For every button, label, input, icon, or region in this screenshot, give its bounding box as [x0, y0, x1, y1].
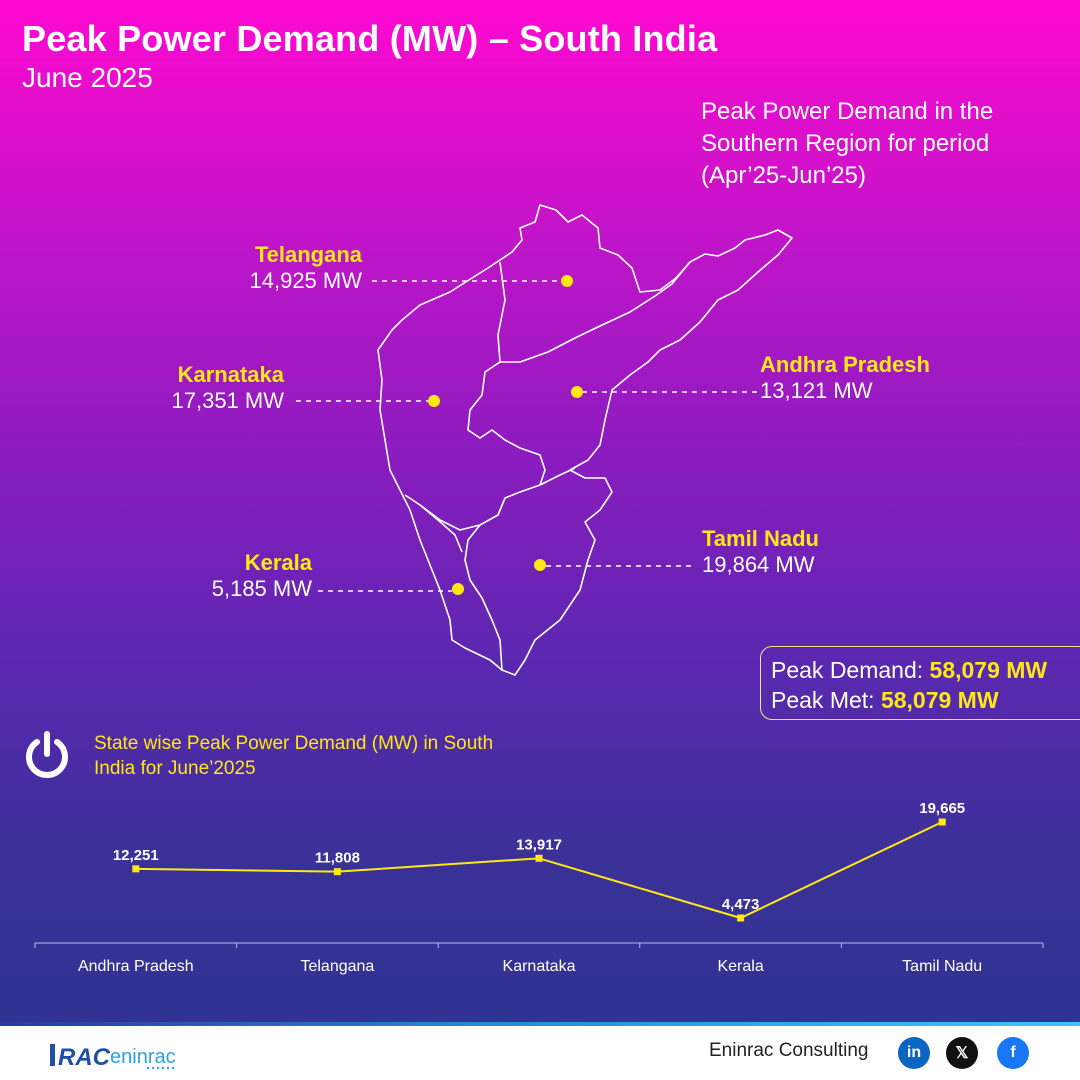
brand-logo: RAC eninrac [50, 1044, 176, 1070]
data-label: 4,473 [722, 896, 760, 913]
state-name: Telangana [254, 242, 362, 267]
x-tick-label: Kerala [717, 958, 763, 975]
state-label-telangana: Telangana 14,925 MW [250, 242, 363, 294]
state-label-kerala: Kerala 5,185 MW [212, 550, 312, 602]
data-label: 11,808 [315, 850, 360, 867]
karnataka-dot [428, 395, 440, 407]
chart-heading: State wise Peak Power Demand (MW) in Sou… [94, 733, 494, 779]
x-tick-label: Andhra Pradesh [78, 958, 194, 975]
south-india-map [0, 0, 1080, 1022]
line-chart: 12,251 Andhra Pradesh 11,808 Telangana 13,91… [34, 800, 1044, 975]
data-label: 19,665 [919, 800, 965, 817]
page-subtitle: June 2025 [22, 62, 153, 93]
svg-text:eninrac: eninrac [110, 1046, 176, 1068]
tamilnadu-boundary [464, 467, 576, 671]
page-title: Peak Power Demand (MW) – South India [22, 18, 718, 59]
data-point [938, 818, 946, 826]
telangana-dot [561, 275, 573, 287]
infographic-canvas: Peak Power Demand (MW) – South India Jun… [0, 0, 1080, 1022]
x-tick-label: Telangana [300, 958, 374, 975]
peak-met-label: Peak Met: [771, 687, 875, 713]
state-label-tamil-nadu: Tamil Nadu 19,864 MW [702, 526, 819, 578]
peak-met-line: Peak Met: 58,079 MW [771, 685, 1080, 715]
andhra-dot [571, 386, 583, 398]
state-name: Kerala [244, 550, 312, 575]
map-note: Peak Power Demand in the Southern Region… [701, 98, 994, 189]
state-value: 17,351 MW [171, 388, 285, 413]
power-icon [26, 731, 68, 778]
state-markers [428, 275, 583, 595]
state-value: 5,185 MW [211, 576, 312, 601]
data-point [333, 868, 341, 876]
map-outline [377, 204, 793, 676]
summary-box: Peak Demand: 58,079 MW Peak Met: 58,079 … [760, 646, 1080, 720]
footer: RAC eninrac Eninrac Consulting in 𝕏 f [0, 1026, 1080, 1080]
company-name: Eninrac Consulting [709, 1040, 869, 1061]
data-point [132, 865, 140, 873]
data-point [737, 914, 745, 922]
peak-met-value: 58,079 MW [880, 687, 999, 713]
linkedin-icon[interactable]: in [898, 1037, 930, 1069]
x-icon[interactable]: 𝕏 [946, 1037, 978, 1069]
state-name: Tamil Nadu [702, 526, 819, 551]
data-label: 13,917 [516, 836, 562, 853]
state-value: 13,121 MW [760, 378, 873, 403]
telangana-boundary [497, 261, 691, 363]
data-point [535, 854, 543, 862]
data-label: 12,251 [113, 847, 159, 864]
svg-text:RAC: RAC [58, 1044, 111, 1070]
state-value: 14,925 MW [249, 268, 363, 293]
x-tick-label: Karnataka [503, 958, 576, 975]
state-label-andhra-pradesh: Andhra Pradesh 13,121 MW [760, 352, 930, 404]
kerala-boundary [419, 504, 463, 553]
state-name: Andhra Pradesh [760, 352, 930, 377]
state-label-karnataka: Karnataka 17,351 MW [172, 362, 285, 414]
x-tick-label: Tamil Nadu [902, 958, 982, 975]
kerala-dot [452, 583, 464, 595]
peak-demand-line: Peak Demand: 58,079 MW [771, 655, 1080, 685]
peak-demand-value: 58,079 MW [929, 657, 1048, 683]
peak-demand-label: Peak Demand: [771, 657, 924, 683]
footer-accent-bar [0, 1022, 1080, 1026]
state-value: 19,864 MW [702, 552, 815, 577]
tamilnadu-dot [534, 559, 546, 571]
facebook-icon[interactable]: f [997, 1037, 1029, 1069]
karnataka-ap-boundary [404, 361, 546, 531]
state-name: Karnataka [177, 362, 284, 387]
